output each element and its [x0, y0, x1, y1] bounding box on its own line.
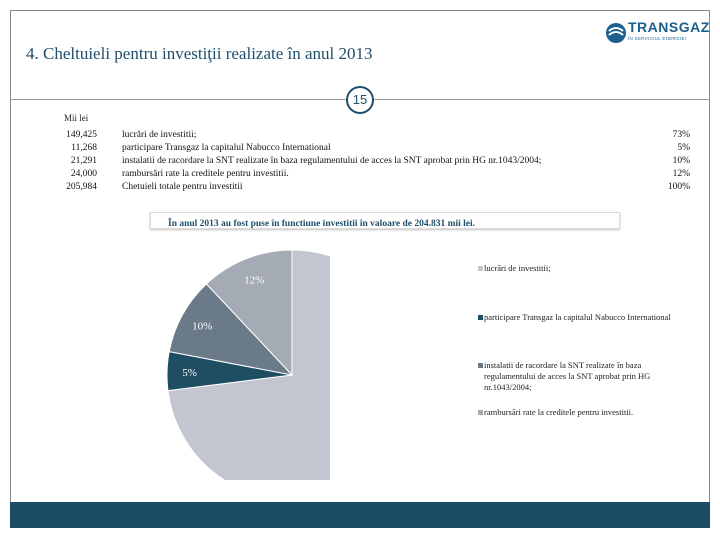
legend-label: participare Transgaz la capitalul Nabucc… [484, 312, 671, 322]
table-cell-percent: 5% [677, 143, 690, 153]
legend-swatch [478, 410, 483, 415]
pie-chart: 73%5%10%12% [166, 249, 330, 480]
pie-slice [168, 283, 294, 376]
legend-swatch [478, 315, 483, 320]
percent-column: 73% 5% 10% 12% 100% [650, 129, 690, 194]
values-column: 149,425 11,268 21,291 24,000 205,984 [55, 129, 97, 194]
legend-swatch [478, 363, 483, 368]
table-cell-value: 11,268 [71, 143, 97, 153]
table-cell-value: 205,984 [66, 182, 97, 192]
legend-label: lucrări de investitii; [484, 263, 551, 273]
footer-bar [10, 502, 710, 528]
table-cell-value: 24,000 [70, 169, 97, 179]
table-cell-value: 149,425 [66, 130, 97, 140]
summary-text: În anul 2013 au fost puse în functiune i… [168, 219, 476, 229]
legend-label: rambursări rate la creditele pentru inve… [484, 407, 634, 417]
table-cell-percent: 100% [667, 182, 690, 192]
pie-data-label: 5% [182, 367, 197, 379]
units-label: Mii lei [64, 113, 89, 123]
table-cell-percent: 10% [672, 156, 690, 166]
table-cell-label: Chetuieli totale pentru investitii [122, 182, 243, 192]
table-cell-value: 21,291 [70, 156, 97, 166]
table-cell-percent: 73% [672, 130, 690, 140]
labels-column: lucrări de investitii; participare Trans… [122, 129, 642, 194]
pie-data-label: 12% [244, 275, 264, 287]
logo-text: TRANSGAZ [628, 19, 710, 35]
pie-data-label: 10% [192, 321, 212, 333]
page-title: 4. Cheltuieli pentru investiţii realizat… [26, 44, 373, 63]
summary-box [150, 212, 620, 229]
logo-subtext: ÎN SERVICIUL ENERGIEI [628, 36, 687, 41]
legend-label: instalatii de racordare la SNT realizate… [484, 360, 651, 392]
table-cell-percent: 12% [672, 169, 690, 179]
pie-slice [205, 249, 293, 377]
pie-slice [167, 249, 330, 480]
transgaz-logo-icon [606, 23, 626, 43]
table-cell-label: participare Transgaz la capitalul Nabucc… [122, 143, 331, 153]
table-cell-label: instalatii de racordare la SNT realizate… [122, 156, 542, 166]
table-cell-label: rambursări rate la creditele pentru inve… [122, 169, 289, 179]
page-number-badge: 15 [346, 86, 374, 114]
legend-swatch [478, 266, 483, 271]
table-cell-label: lucrări de investitii; [122, 130, 197, 140]
